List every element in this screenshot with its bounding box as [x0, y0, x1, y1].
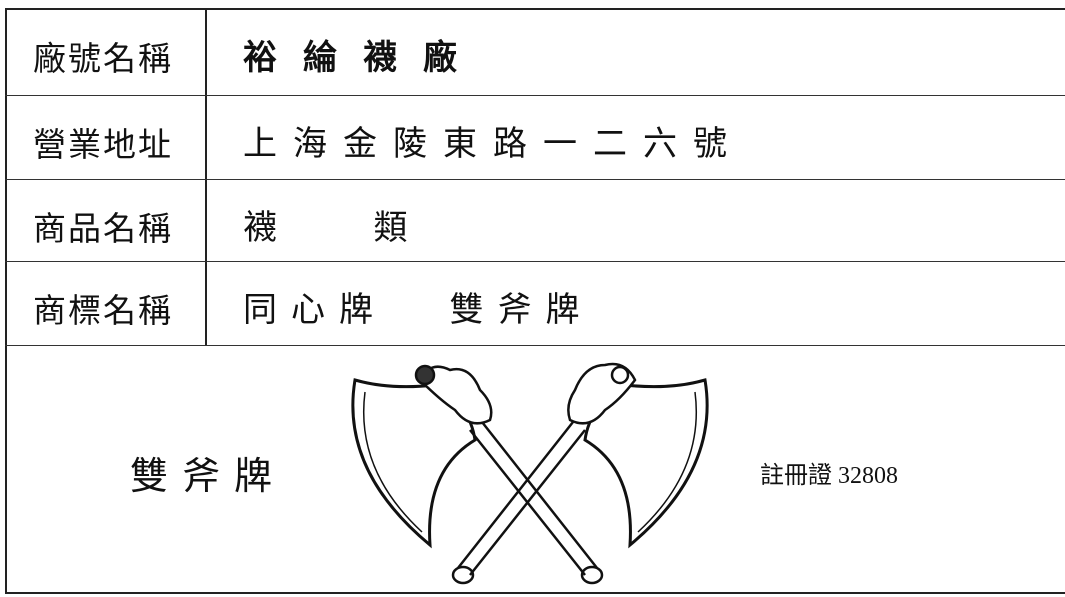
row-value: 同心牌 雙斧牌 [243, 292, 594, 329]
row: 商品名稱 襪 類 [5, 180, 1065, 262]
row-value: 襪 類 [243, 210, 422, 247]
divider [205, 180, 207, 261]
row-label: 商品名稱 [33, 212, 173, 248]
frame [5, 8, 1065, 594]
mark-name: 雙斧牌 [130, 456, 287, 498]
row-label: 營業地址 [33, 128, 173, 164]
divider [205, 10, 207, 95]
row: 廠號名稱 裕綸襪廠 [5, 10, 1065, 96]
registration: 註冊證 32808 [760, 463, 898, 489]
row: 營業地址 上海金陵東路一二六號 [5, 96, 1065, 180]
row-label: 廠號名稱 [33, 42, 173, 78]
divider [205, 262, 207, 345]
axes-logo [351, 362, 709, 585]
row: 商標名稱 同心牌 雙斧牌 [5, 262, 1065, 346]
divider [205, 96, 207, 179]
row-label: 商標名稱 [33, 294, 173, 330]
row-value: 裕綸襪廠 [243, 40, 483, 77]
row-value: 上海金陵東路一二六號 [243, 126, 743, 163]
